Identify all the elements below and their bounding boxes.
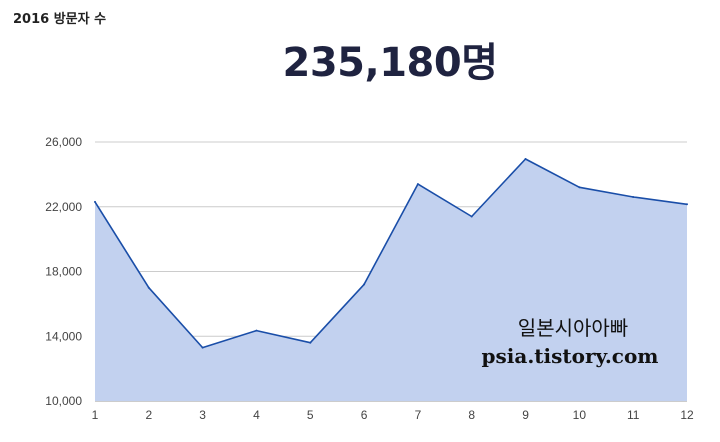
y-axis: 10,000 14,000 18,000 22,000 26,000: [45, 135, 82, 408]
data-point: [470, 215, 473, 218]
x-tick-label: 3: [199, 408, 206, 422]
y-tick-label: 14,000: [45, 329, 82, 343]
area-fill: [95, 159, 687, 401]
data-point: [94, 200, 96, 203]
x-tick-label: 9: [522, 408, 529, 422]
x-tick-label: 1: [92, 408, 99, 422]
x-tick-label: 5: [307, 408, 314, 422]
x-axis: 1 2 3 4 5 6 7 8 9 10 11 12: [92, 408, 694, 422]
x-tick-label: 7: [415, 408, 422, 422]
data-point: [255, 329, 258, 332]
data-point: [632, 196, 635, 198]
x-tick-label: 10: [573, 408, 587, 422]
x-tick-label: 8: [468, 408, 475, 422]
data-point: [416, 183, 419, 186]
chart-title: 2016 방문자 수: [13, 12, 107, 27]
area-series: [94, 158, 688, 401]
data-point: [578, 186, 581, 189]
x-tick-label: 2: [145, 408, 152, 422]
series-line: [94, 158, 688, 349]
x-tick-label: 12: [680, 408, 694, 422]
data-point: [524, 158, 527, 160]
y-tick-label: 18,000: [45, 265, 82, 279]
data-point: [201, 346, 204, 349]
data-point: [309, 341, 312, 344]
data-point: [147, 286, 150, 289]
x-tick-label: 11: [627, 408, 640, 422]
y-tick-label: 26,000: [45, 135, 82, 149]
y-tick-label: 10,000: [45, 394, 82, 408]
x-tick-label: 6: [361, 408, 368, 422]
watermark-korean: 일본시아아빠: [518, 316, 628, 340]
x-tick-label: 4: [253, 408, 260, 422]
data-point: [363, 283, 366, 286]
watermark-url: psia.tistory.com: [482, 344, 659, 368]
data-point: [686, 203, 688, 206]
y-tick-label: 22,000: [45, 200, 82, 214]
watermark: 일본시아아빠 psia.tistory.com: [482, 316, 659, 368]
total-visitors: 235,180명: [282, 40, 499, 86]
